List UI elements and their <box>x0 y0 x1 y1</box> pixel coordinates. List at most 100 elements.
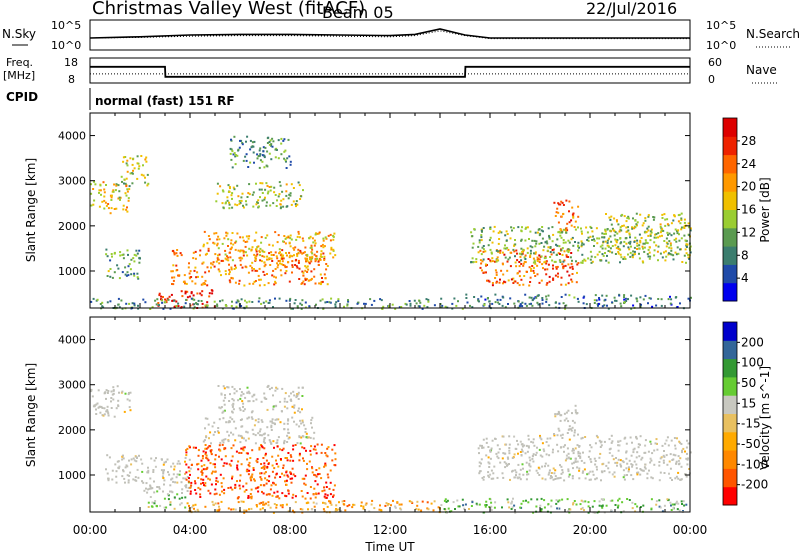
scatter-cell <box>684 473 686 476</box>
scatter-cell <box>652 218 655 221</box>
scatter-cell <box>551 240 554 243</box>
scatter-cell <box>283 439 286 442</box>
scatter-cell <box>193 507 195 510</box>
scatter-cell <box>122 257 125 260</box>
scatter-cell <box>233 388 236 391</box>
scatter-cell <box>328 487 331 490</box>
scatter-cell <box>263 156 266 159</box>
scatter-cell <box>617 444 620 447</box>
scatter-cell <box>279 251 281 254</box>
scatter-cell <box>418 299 421 302</box>
scatter-cell <box>125 302 128 305</box>
scatter-cell <box>487 279 490 282</box>
scatter-cell <box>572 447 574 450</box>
scatter-cell <box>132 257 135 260</box>
scatter-cell <box>273 422 276 425</box>
scatter-cell <box>508 506 511 509</box>
scatter-cell <box>326 283 329 286</box>
scatter-cell <box>519 303 522 306</box>
scatter-cell <box>314 496 317 499</box>
scatter-cell <box>161 475 164 478</box>
scatter-cell <box>623 240 626 243</box>
scatter-cell <box>576 444 579 447</box>
scatter-cell <box>207 489 210 492</box>
scatter-cell <box>125 274 128 277</box>
scatter-cell <box>577 215 580 218</box>
scatter-cell <box>433 500 436 503</box>
scatter-cell <box>233 188 236 191</box>
scatter-cell <box>537 228 540 231</box>
scatter-cell <box>369 298 372 301</box>
scatter-cell <box>560 283 563 286</box>
scatter-cell <box>273 283 276 286</box>
scatter-cell <box>684 248 687 251</box>
scatter-cell <box>309 453 312 456</box>
scatter-cell <box>110 194 113 197</box>
scatter-cell <box>227 421 230 424</box>
scatter-cell <box>122 470 125 473</box>
scatter-cell <box>567 420 570 423</box>
scatter-cell <box>287 419 290 422</box>
scatter-cell <box>543 450 546 453</box>
scatter-cell <box>266 273 268 275</box>
scatter-cell <box>619 253 622 256</box>
scatter-cell <box>98 205 101 208</box>
scatter-cell <box>517 477 519 480</box>
scatter-cell <box>508 463 510 465</box>
scatter-cell <box>517 452 519 455</box>
scatter-cell <box>571 206 574 209</box>
scatter-cell <box>281 506 284 509</box>
scatter-cell <box>126 188 129 191</box>
scatter-cell <box>683 504 686 507</box>
scatter-cell <box>623 296 625 299</box>
scatter-cell <box>512 227 515 230</box>
colorbar-tick-label: 16 <box>741 203 756 217</box>
scatter-cell <box>277 465 280 468</box>
scatter-cell <box>535 505 538 508</box>
scatter-cell <box>674 251 677 254</box>
scatter-cell <box>271 421 274 424</box>
scatter-cell <box>515 265 518 268</box>
scatter-cell <box>105 253 108 256</box>
scatter-cell <box>296 305 299 308</box>
scatter-cell <box>571 280 574 283</box>
scatter-cell <box>287 261 289 264</box>
scatter-cell <box>556 244 559 247</box>
scatter-cell <box>514 255 516 258</box>
scatter-cell <box>326 447 329 450</box>
scatter-cell <box>481 446 484 449</box>
scatter-cell <box>296 235 299 238</box>
scatter-cell <box>384 504 387 507</box>
scatter-cell <box>603 440 606 443</box>
scatter-cell <box>647 214 650 217</box>
scatter-cell <box>495 271 498 274</box>
scatter-cell <box>286 457 288 459</box>
scatter-cell <box>178 274 181 277</box>
scatter-cell <box>635 437 638 440</box>
scatter-cell <box>552 233 555 236</box>
scatter-cell <box>242 485 245 488</box>
scatter-cell <box>207 247 210 250</box>
scatter-cell <box>125 177 128 180</box>
scatter-cell <box>195 302 198 304</box>
scatter-cell <box>271 145 274 148</box>
scatter-cell <box>227 259 230 262</box>
scatter-cell <box>260 419 263 422</box>
scatter-cell <box>250 475 253 478</box>
scatter-cell <box>510 226 513 229</box>
scatter-cell <box>231 455 234 458</box>
scatter-cell <box>551 476 553 479</box>
scatter-cell <box>671 479 673 481</box>
scatter-cell <box>246 386 249 389</box>
scatter-cell <box>144 181 147 184</box>
ytick-label: 4000 <box>58 130 86 143</box>
scatter-cell <box>316 483 319 486</box>
scatter-cell <box>475 258 478 261</box>
scatter-cell <box>123 477 126 480</box>
scatter-cell <box>263 284 266 287</box>
scatter-cell <box>562 265 565 268</box>
scatter-cell <box>122 160 125 163</box>
scatter-cell <box>593 245 595 247</box>
scatter-cell <box>294 264 297 266</box>
